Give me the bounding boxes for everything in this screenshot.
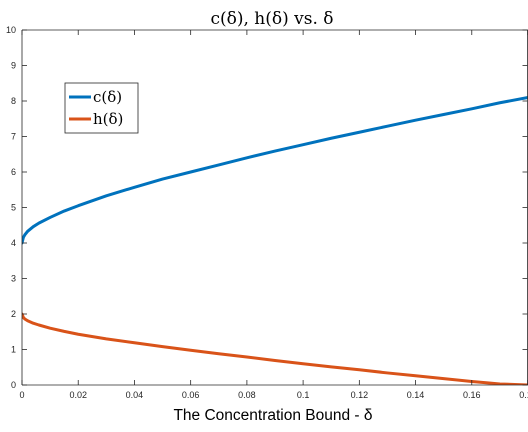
series-line-h [22, 312, 528, 385]
x-tick-label: 0.02 [69, 390, 87, 400]
y-tick-label: 6 [11, 167, 16, 177]
y-tick-label: 4 [11, 238, 16, 248]
x-tick-label: 0.12 [351, 390, 369, 400]
x-tick-label: 0.06 [182, 390, 200, 400]
series-line-c [22, 95, 528, 245]
legend: c(δ) h(δ) [64, 82, 139, 134]
x-tick-label: 0.18 [519, 390, 528, 400]
x-tick-label: 0.08 [238, 390, 256, 400]
y-tick-label: 10 [6, 25, 16, 35]
y-tick-label: 8 [11, 96, 16, 106]
y-tick-label: 7 [11, 132, 16, 142]
y-tick-label: 1 [11, 345, 16, 355]
legend-box [64, 82, 139, 134]
legend-label: c(δ) [93, 88, 122, 106]
x-tick-label: 0.16 [463, 390, 481, 400]
x-tick-label: 0.1 [297, 390, 310, 400]
chart-title: c(δ), h(δ) vs. δ [210, 9, 333, 29]
x-tick-label: 0.04 [126, 390, 144, 400]
y-tick-label: 3 [11, 274, 16, 284]
y-tick-label: 0 [11, 380, 16, 390]
y-tick-label: 2 [11, 309, 16, 319]
x-tick-label: 0.14 [407, 390, 425, 400]
y-tick-label: 5 [11, 203, 16, 213]
y-tick-label: 9 [11, 61, 16, 71]
x-tick-label: 0 [19, 390, 24, 400]
legend-label: h(δ) [93, 110, 123, 128]
x-axis-label: The Concentration Bound - δ [173, 407, 372, 424]
